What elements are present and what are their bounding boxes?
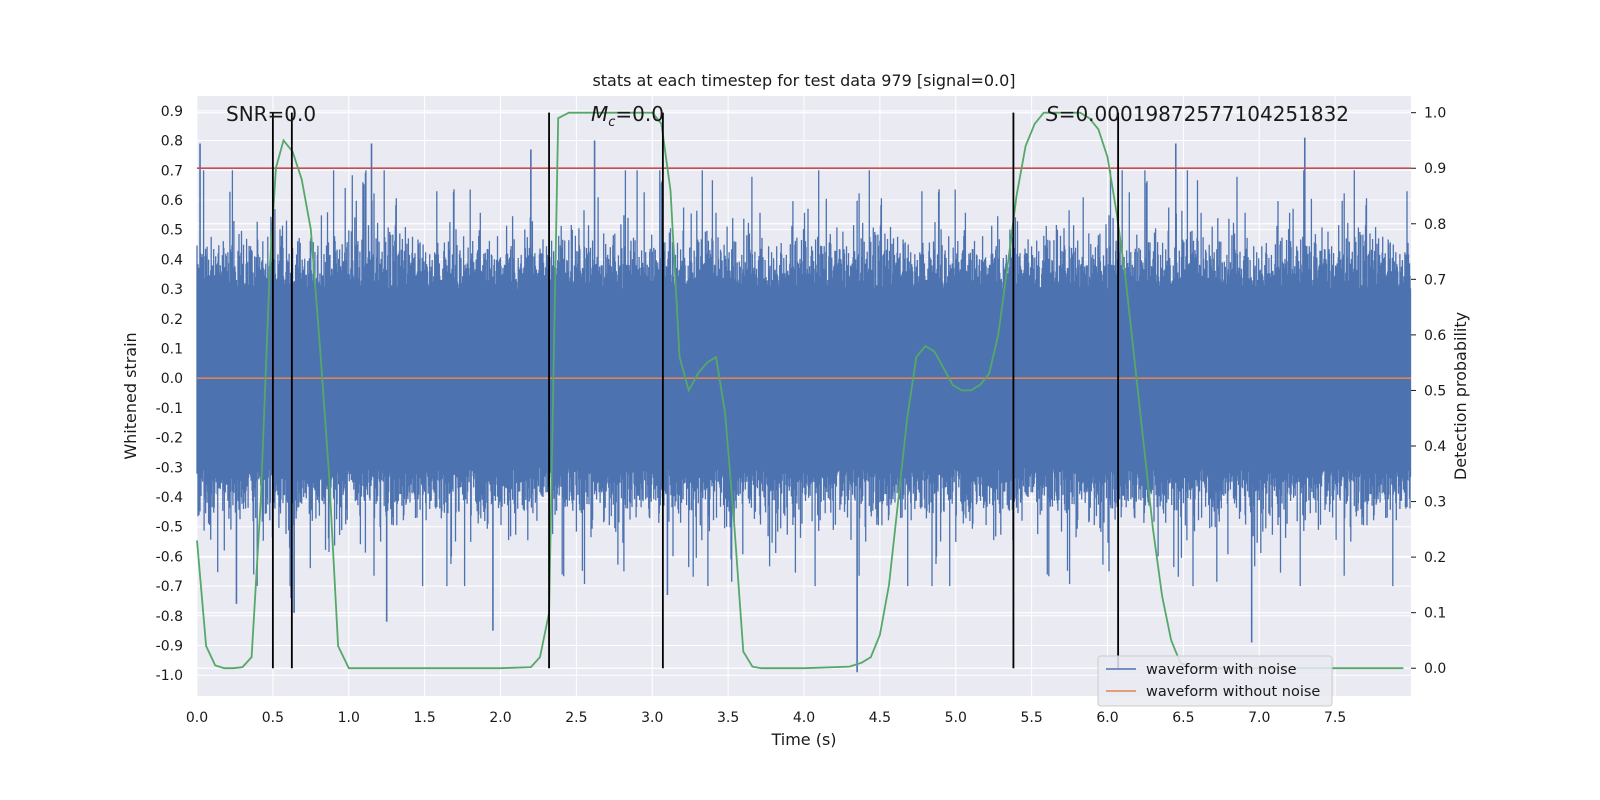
- x-tick-label: 7.5: [1324, 710, 1346, 726]
- y-left-tick-label: 0.0: [161, 371, 183, 387]
- y-right-tick-label: 0.9: [1424, 161, 1446, 177]
- y-left-tick-label: -0.7: [156, 579, 183, 595]
- y-left-tick-label: -1.0: [156, 668, 183, 684]
- snr-annotation: SNR=0.0: [226, 102, 316, 126]
- y-axis-label-left: Whitened strain: [121, 332, 140, 459]
- x-ticks: 0.0 0.5 1.0 1.5 2.0 2.5 3.0 3.5 4.0 4.5 5.0 5.5 6.0 6…: [186, 710, 1346, 726]
- x-tick-label: 0.0: [186, 710, 208, 726]
- y-left-tick-label: 0.6: [161, 193, 183, 209]
- x-tick-label: 5.0: [945, 710, 967, 726]
- detection-probability-line: [196, 111, 1404, 670]
- y-right-tick-label: 0.1: [1424, 606, 1446, 622]
- s-annotation: S=0.00019872577104251832: [1046, 102, 1349, 126]
- chart-title: stats at each timestep for test data 979…: [592, 71, 1015, 90]
- y-left-tick-label: 0.3: [161, 282, 183, 298]
- y-left-tick-label: -0.4: [156, 490, 183, 506]
- x-tick-label: 2.5: [565, 710, 587, 726]
- y-left-tick-label: 0.9: [161, 104, 183, 120]
- y-right-tick-label: 0.2: [1424, 550, 1446, 566]
- y-left-tick-label: 0.4: [161, 252, 183, 268]
- y-right-tick-label: 0.6: [1424, 328, 1446, 344]
- y-right-tick-label: 0.3: [1424, 495, 1446, 511]
- mc-subscript: c: [608, 115, 615, 130]
- y-left-tick-label: -0.2: [156, 431, 183, 447]
- y-left-tick-label: -0.5: [156, 520, 183, 536]
- legend-label-noisy: waveform with noise: [1146, 662, 1297, 678]
- y-right-tick-label: 0.8: [1424, 217, 1446, 233]
- y-left-tick-label: -0.8: [156, 609, 183, 625]
- y-left-tick-label: 0.7: [161, 163, 183, 179]
- y-right-tick-label: 0.7: [1424, 272, 1446, 288]
- y-right-tick-label: 0.5: [1424, 383, 1446, 399]
- y-left-tick-label: -0.1: [156, 401, 183, 417]
- x-tick-label: 3.0: [641, 710, 663, 726]
- x-tick-label: 6.5: [1172, 710, 1194, 726]
- chirp-mass-annotation: Mc=0.0: [591, 102, 664, 130]
- y-left-tick-label: -0.6: [156, 549, 183, 565]
- x-tick-label: 7.0: [1248, 710, 1270, 726]
- y-left-tick-label: -0.3: [156, 460, 183, 476]
- y-left-tick-label: 0.1: [161, 341, 183, 357]
- x-tick-label: 0.5: [262, 710, 284, 726]
- y-right-tick-label: 0.4: [1424, 439, 1446, 455]
- legend: waveform with noise waveform without noi…: [1097, 655, 1333, 707]
- x-tick-label: 1.5: [413, 710, 435, 726]
- y-right-ticks: 1.0 0.9 0.8 0.7 0.6 0.5 0.4 0.3 0.2 0.1 0.0: [1411, 106, 1446, 677]
- s-symbol: S: [1046, 102, 1059, 126]
- x-tick-label: 2.0: [489, 710, 511, 726]
- s-value: =0.00019872577104251832: [1059, 102, 1349, 126]
- x-tick-label: 4.5: [869, 710, 891, 726]
- x-tick-label: 6.0: [1096, 710, 1118, 726]
- y-left-tick-label: 0.8: [161, 134, 183, 150]
- legend-label-clean: waveform without noise: [1146, 684, 1320, 700]
- y-right-tick-label: 1.0: [1424, 106, 1446, 122]
- mc-value: =0.0: [615, 102, 664, 126]
- legend-box: [1097, 655, 1333, 707]
- y-left-tick-label: 0.2: [161, 312, 183, 328]
- event-lines: [271, 112, 1120, 669]
- x-tick-label: 5.5: [1020, 710, 1042, 726]
- x-tick-label: 4.0: [793, 710, 815, 726]
- y-left-ticks: 0.9 0.8 0.7 0.6 0.5 0.4 0.3 0.2 0.1 0.0 -0.1 -0.2 -0…: [156, 104, 183, 684]
- y-axis-label-right: Detection probability: [1451, 312, 1470, 480]
- x-tick-label: 3.5: [717, 710, 739, 726]
- x-tick-label: 1.0: [338, 710, 360, 726]
- x-axis-label: Time (s): [770, 730, 836, 749]
- y-left-tick-label: 0.5: [161, 223, 183, 239]
- y-right-tick-label: 0.0: [1424, 661, 1446, 677]
- mc-symbol: M: [591, 102, 608, 126]
- y-left-tick-label: -0.9: [156, 639, 183, 655]
